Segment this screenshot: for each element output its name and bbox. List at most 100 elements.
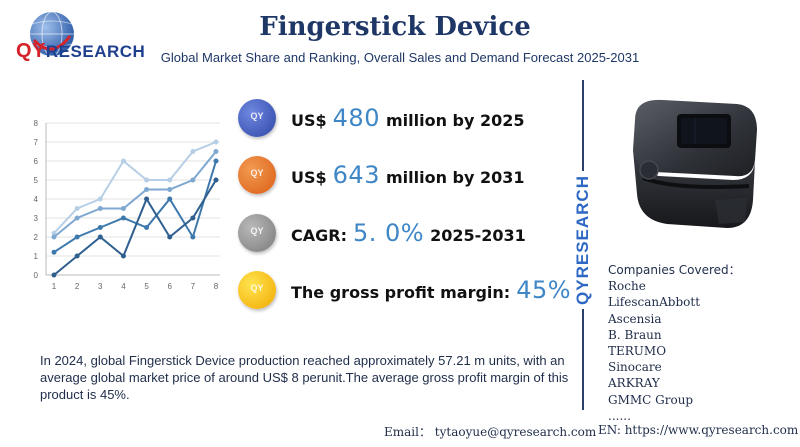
logo-rest: RESEARCH [45,42,146,61]
data-point [97,225,103,230]
y-tick-label: 2 [34,233,39,242]
description-paragraph: In 2024, global Fingerstick Device produ… [40,353,569,402]
company-item: ...... [608,408,631,423]
data-point [74,215,80,221]
company-item: LifescanAbbott [608,295,701,310]
metric-suffix: 2025-2031 [430,226,526,245]
data-point [120,158,126,164]
data-point [120,206,126,211]
data-point [51,234,57,240]
globe-icon [30,11,74,57]
footer-website[interactable]: EN: https://www.qyresearch.com [598,423,799,437]
metric-market-2031: US$ 643 million by 2031 [238,155,525,195]
logo-prefix: QY [16,40,46,62]
data-point [144,196,150,202]
y-tick-label: 3 [34,214,39,223]
data-point [74,253,80,259]
data-point [74,234,80,240]
metric-value: 5. 0% [352,219,425,247]
data-point [144,225,150,230]
y-tick-label: 4 [34,195,39,204]
series-line [53,179,217,276]
company-item: Ascensia [608,311,662,326]
y-tick-label: 7 [34,138,39,147]
company-item: TERUMO [608,344,667,359]
data-point [213,139,219,145]
x-tick-label: 5 [144,282,149,291]
metric-text: US$ 643 million by 2031 [291,161,525,189]
y-tick-label: 6 [34,157,39,166]
data-point [144,177,150,183]
company-item: GMMC Group [608,392,694,407]
decorative-line-chart: 0 1 2 3 4 5 6 7 8 1 2 3 4 5 6 7 8 [34,119,220,291]
data-point [97,206,103,211]
metric-prefix: US$ [291,168,327,187]
metric-text: CAGR: 5. 0% 2025-2031 [291,219,526,247]
logo-wordmark: QYRESEARCH [16,40,145,63]
x-tick-label: 3 [98,282,103,291]
x-tick-label: 4 [121,282,126,291]
metric-prefix: The gross profit margin: [291,283,511,302]
qy-badge-icon [238,214,276,252]
data-point [213,158,219,164]
company-item: B. Braun [608,327,662,342]
data-point [97,196,103,202]
data-point [51,230,57,236]
data-point [144,187,150,192]
data-point [213,177,219,183]
page-subtitle: Global Market Share and Ranking, Overall… [160,50,640,65]
vertical-brand-text: QYRESEARCH [573,171,593,309]
data-point [167,234,173,240]
metric-market-2025: US$ 480 million by 2025 [238,98,525,138]
company-item: ARKRAY [608,376,660,391]
y-tick-label: 1 [34,252,39,261]
x-tick-label: 7 [191,282,196,291]
x-tick-label: 8 [214,282,219,291]
data-point [190,177,196,183]
metric-suffix: million by 2031 [385,168,525,187]
x-tick-label: 1 [52,282,57,291]
company-item: Roche [608,279,646,294]
series-line [53,150,217,238]
metric-value: 480 [332,104,380,132]
data-point [167,187,173,192]
x-tick-label: 2 [75,282,80,291]
y-tick-label: 8 [34,119,39,128]
qy-badge-icon [238,156,276,194]
metric-prefix: US$ [291,111,327,130]
company-item: Sinocare [608,360,662,375]
pulse-oximeter-image [633,99,757,228]
series-line [53,160,217,254]
vertical-brand-wrap: QYRESEARCH [567,170,599,310]
metric-suffix: million by 2025 [385,111,525,130]
companies-list: Companies Covered： Roche LifescanAbbott … [608,262,741,424]
data-point [120,215,126,221]
data-point [97,234,103,240]
metric-prefix: CAGR: [291,226,347,245]
page-title: Fingerstick Device [259,12,531,42]
data-point [167,196,173,202]
metric-gross-margin: The gross profit margin: 45% [238,270,577,310]
data-point [167,177,173,183]
footer-email[interactable]: Email： tytaoyue@qyresearch.com [384,425,597,439]
data-point [51,249,57,255]
data-point [120,253,126,259]
metric-value: 45% [516,276,572,304]
metric-text: US$ 480 million by 2025 [291,104,525,132]
qy-badge-icon [238,271,276,309]
data-point [190,149,196,154]
metric-value: 643 [332,161,380,189]
data-point [74,206,80,211]
y-tick-label: 5 [34,176,39,185]
series-line [53,141,217,234]
companies-heading: Companies Covered： [608,263,741,277]
metric-cagr: CAGR: 5. 0% 2025-2031 [238,213,526,253]
data-point [51,272,57,278]
qy-badge-icon [238,99,276,137]
data-point [213,149,219,154]
y-tick-label: 0 [34,271,39,280]
x-tick-label: 6 [167,282,172,291]
metric-text: The gross profit margin: 45% [291,276,577,304]
data-point [190,234,196,240]
qyresearch-logo: QYRESEARCH [10,8,145,68]
